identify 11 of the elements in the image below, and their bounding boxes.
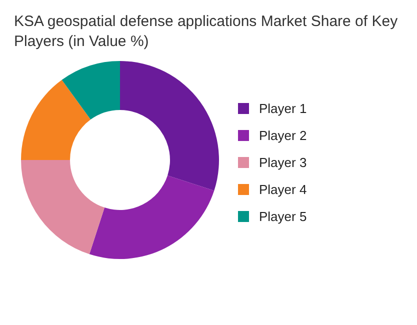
- donut-slice: [21, 80, 91, 160]
- donut-slice: [21, 160, 105, 254]
- donut-slice: [89, 175, 214, 259]
- donut-slice: [120, 61, 219, 191]
- chart-title: KSA geospatial defense applications Market Share of Key Players (in Value %): [13, 12, 399, 52]
- donut-slice: [62, 61, 120, 120]
- legend-label: Player 1: [259, 100, 307, 116]
- legend-label: Player 3: [259, 154, 307, 170]
- legend-label: Player 4: [259, 182, 307, 196]
- legend-label: Player 2: [259, 128, 307, 142]
- legend-label: Player 5: [259, 208, 307, 224]
